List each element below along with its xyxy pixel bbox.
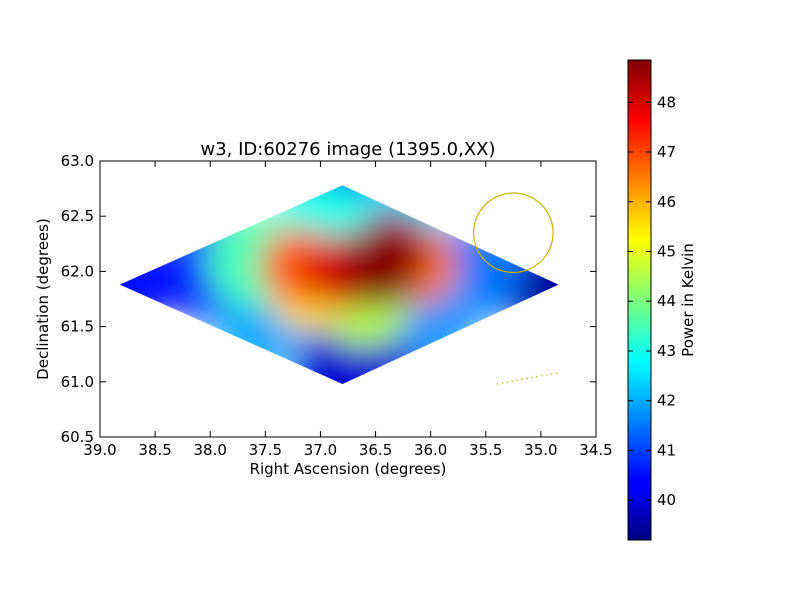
- x-tick-label: 38.0: [194, 441, 227, 459]
- heatmap-image: [119, 185, 559, 384]
- x-tick-label: 35.5: [469, 441, 502, 459]
- axes-frame: [99, 160, 597, 438]
- colorbar-label: Power in Kelvin: [679, 243, 697, 357]
- x-tick-label: 37.0: [304, 441, 337, 459]
- heatmap-sample: [343, 231, 420, 308]
- dotted-line: [496, 372, 558, 385]
- x-tick-label: 39.0: [83, 441, 116, 459]
- colorbar-tick-label: 44: [657, 292, 676, 310]
- heatmap-sample: [294, 328, 391, 384]
- y-tick-label: 61.5: [61, 318, 94, 336]
- y-axis: 60.5 61.0 61.5 62.0 62.5 63.0: [61, 152, 596, 446]
- colorbar-tick-label: 43: [657, 342, 676, 360]
- y-tick-label: 60.5: [61, 428, 94, 446]
- colorbar-gradient: [627, 59, 652, 541]
- colorbar-tick-label: 41: [657, 441, 676, 459]
- x-axis-label: Right Ascension (degrees): [250, 460, 447, 478]
- y-axis-label: Declination (degrees): [34, 218, 52, 380]
- y-tick-label: 62.5: [61, 207, 94, 225]
- colorbar: 40 41 42 43 44 45 46 47 48 Power in Kelvin: [627, 59, 697, 541]
- chart-title: w3, ID:60276 image (1395.0,XX): [200, 139, 495, 160]
- x-tick-label: 34.5: [579, 441, 612, 459]
- colorbar-tick-label: 42: [657, 392, 676, 410]
- colorbar-tick-label: 40: [657, 491, 676, 509]
- x-tick-label: 37.5: [249, 441, 282, 459]
- y-tick-label: 62.0: [61, 262, 94, 280]
- x-axis: 39.0 38.5 38.0 37.5 37.0 36.5 36.0 35.5 35.0 34.5: [83, 161, 613, 459]
- y-tick-label: 63.0: [61, 152, 94, 170]
- x-tick-label: 35.0: [524, 441, 557, 459]
- beam-circle: [472, 192, 554, 274]
- colorbar-tick-label: 48: [657, 93, 676, 111]
- y-tick-label: 61.0: [61, 373, 94, 391]
- x-tick-label: 38.5: [138, 441, 171, 459]
- x-tick-label: 36.0: [414, 441, 447, 459]
- overlay-layer: [472, 192, 558, 385]
- x-tick-label: 36.5: [359, 441, 392, 459]
- colorbar-tick-label: 47: [657, 143, 676, 161]
- colorbar-tick-label: 46: [657, 193, 676, 211]
- colorbar-tick-label: 45: [657, 243, 676, 261]
